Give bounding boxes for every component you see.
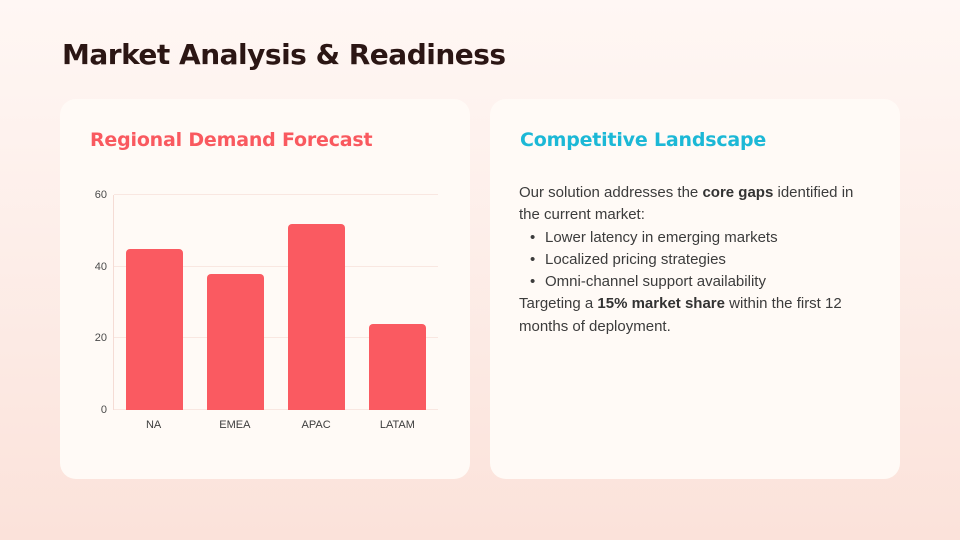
- list-item: Lower latency in emerging markets: [519, 227, 867, 250]
- gridline: [114, 409, 438, 410]
- bar-band: [114, 195, 195, 410]
- y-axis-tick-label: 0: [100, 404, 107, 416]
- x-axis-category-label: LATAM: [379, 419, 415, 431]
- x-axis-category-label: EMEA: [219, 419, 251, 431]
- intro-paragraph: Our solution addresses the core gaps ide…: [519, 184, 854, 224]
- regional-demand-card: Regional Demand Forecast 0 20 40 60 NA EMEA A…: [60, 99, 470, 479]
- body-text: Our solution addresses the core gaps ide…: [519, 182, 867, 338]
- bar-band: [195, 195, 276, 410]
- closing-paragraph: Targeting a 15% market share within the …: [519, 295, 842, 335]
- bar-band: [276, 195, 357, 410]
- bar-na: [126, 248, 183, 410]
- list-item: Omni-channel support availability: [519, 271, 867, 294]
- y-axis-tick-label: 60: [94, 189, 107, 201]
- chart-plot: 0 20 40 60: [95, 189, 438, 416]
- x-axis-category-label: NA: [145, 419, 162, 431]
- y-axis-tick-label: 40: [94, 260, 107, 273]
- intro-bold-text: core gaps: [702, 184, 774, 201]
- list-item: Localized pricing strategies: [519, 249, 867, 272]
- y-axis-tick-label: 20: [94, 332, 107, 345]
- bars-container: [114, 195, 438, 410]
- bar-chart: 0 20 40 60 NA EMEA APAC LATAM: [90, 189, 440, 432]
- gap-list: Lower latency in emerging marketsLocaliz…: [519, 227, 867, 294]
- closing-bold-text: 15% market share: [597, 295, 725, 313]
- bar-band: [357, 195, 438, 410]
- section-title: Competitive Landscape: [520, 129, 767, 151]
- gridline: [114, 337, 438, 339]
- gridline: [114, 194, 438, 195]
- chart-x-axis: NA EMEA APAC LATAM: [113, 412, 438, 432]
- x-axis-category-label: APAC: [301, 419, 331, 431]
- bar-latam: [369, 324, 426, 410]
- gridline: [114, 265, 438, 267]
- bar-emea: [207, 273, 264, 410]
- bar-apac: [288, 223, 345, 410]
- competitive-landscape-card: Competitive Landscape Our solution addre…: [490, 99, 900, 479]
- chart-title: Regional Demand Forecast: [90, 129, 373, 151]
- page-title: Market Analysis & Readiness: [62, 38, 506, 71]
